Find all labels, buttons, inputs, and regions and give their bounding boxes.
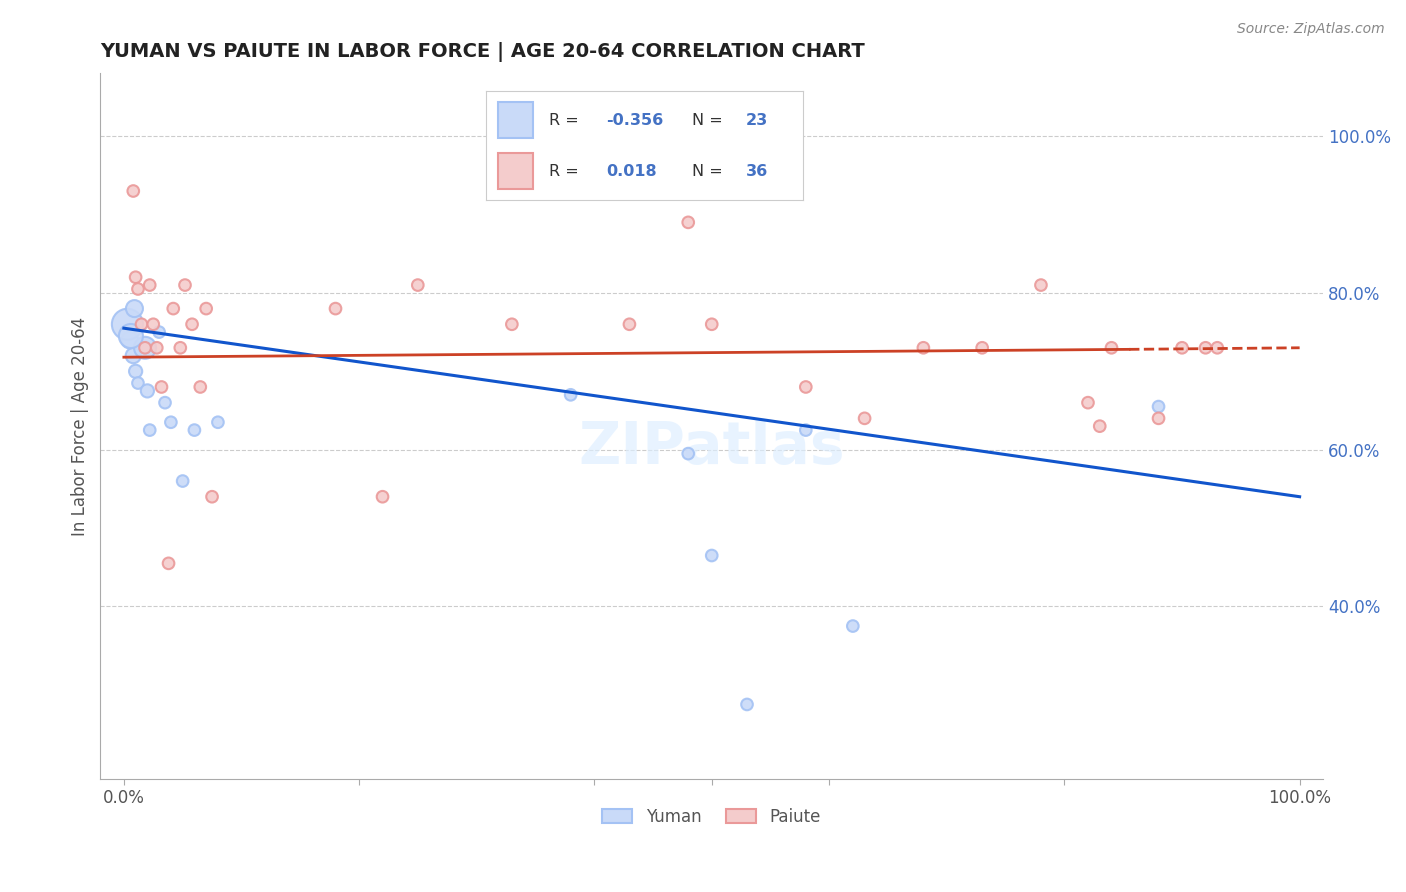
- Text: YUMAN VS PAIUTE IN LABOR FORCE | AGE 20-64 CORRELATION CHART: YUMAN VS PAIUTE IN LABOR FORCE | AGE 20-…: [100, 42, 865, 62]
- Point: [325, 301, 347, 316]
- Y-axis label: In Labor Force | Age 20-64: In Labor Force | Age 20-64: [72, 317, 89, 536]
- Point: [195, 301, 218, 316]
- Point: [1194, 341, 1216, 355]
- Point: [676, 215, 699, 229]
- Point: [1101, 341, 1123, 355]
- Point: [1088, 419, 1111, 434]
- Point: [853, 411, 876, 425]
- Point: [162, 301, 184, 316]
- Point: [794, 423, 817, 437]
- Point: [138, 423, 160, 437]
- Point: [157, 557, 180, 571]
- Point: [146, 341, 169, 355]
- Point: [127, 282, 149, 296]
- Point: [153, 395, 176, 409]
- Point: [160, 415, 183, 429]
- Point: [794, 380, 817, 394]
- Point: [138, 278, 160, 293]
- Point: [700, 549, 723, 563]
- Point: [201, 490, 224, 504]
- Point: [124, 364, 146, 378]
- Point: [700, 318, 723, 332]
- Point: [122, 184, 145, 198]
- Point: [169, 341, 191, 355]
- Point: [122, 349, 145, 363]
- Point: [1147, 400, 1170, 414]
- Point: [150, 380, 173, 394]
- Point: [124, 270, 146, 285]
- Point: [172, 474, 194, 488]
- Point: [1029, 278, 1052, 293]
- Legend: Yuman, Paiute: Yuman, Paiute: [595, 799, 830, 834]
- Point: [124, 301, 146, 316]
- Point: [912, 341, 935, 355]
- Point: [560, 388, 582, 402]
- Point: [118, 333, 141, 347]
- Point: [842, 619, 865, 633]
- Point: [142, 318, 165, 332]
- Point: [127, 376, 149, 390]
- Point: [120, 329, 142, 343]
- Point: [371, 490, 394, 504]
- Point: [148, 325, 170, 339]
- Point: [972, 341, 994, 355]
- Point: [131, 318, 153, 332]
- Point: [619, 318, 641, 332]
- Text: Source: ZipAtlas.com: Source: ZipAtlas.com: [1237, 22, 1385, 37]
- Point: [207, 415, 229, 429]
- Point: [1077, 395, 1099, 409]
- Point: [174, 278, 197, 293]
- Point: [406, 278, 429, 293]
- Point: [136, 384, 159, 398]
- Point: [183, 423, 205, 437]
- Point: [1147, 411, 1170, 425]
- Point: [188, 380, 211, 394]
- Point: [1206, 341, 1229, 355]
- Text: ZIPatlas: ZIPatlas: [578, 419, 845, 475]
- Point: [134, 341, 156, 355]
- Point: [501, 318, 523, 332]
- Point: [134, 341, 156, 355]
- Point: [676, 447, 699, 461]
- Point: [1171, 341, 1194, 355]
- Point: [735, 698, 758, 712]
- Point: [117, 318, 139, 332]
- Point: [181, 318, 204, 332]
